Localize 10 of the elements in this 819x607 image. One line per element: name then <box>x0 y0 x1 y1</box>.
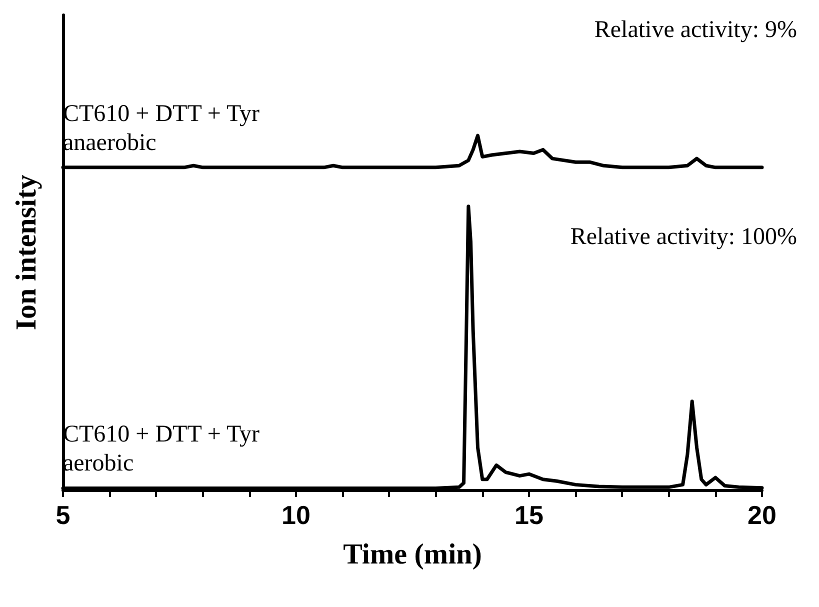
series-label: CT610 + DTT + Tyr aerobic <box>63 422 260 477</box>
x-tick-label: 20 <box>748 500 776 530</box>
x-tick-label: 10 <box>282 500 310 530</box>
x-tick-label: 5 <box>56 500 70 530</box>
y-axis-title: Ion intensity <box>10 174 42 330</box>
x-axis-title: Time (min) <box>343 538 482 570</box>
series-label: CT610 + DTT + Tyr anaerobic <box>63 100 260 156</box>
x-tick-label: 15 <box>514 500 544 530</box>
annotation: Relative activity: 100% <box>570 224 798 250</box>
text: Relative activity: 9% <box>594 17 798 43</box>
